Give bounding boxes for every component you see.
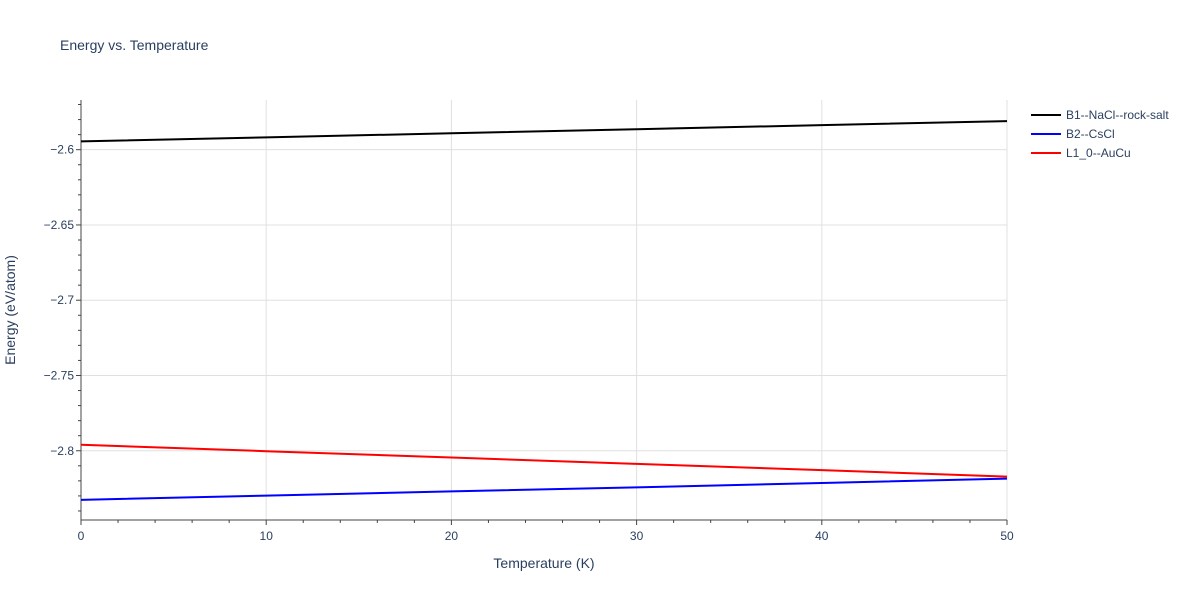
x-tick-label: 10 xyxy=(260,529,274,543)
x-tick-label: 40 xyxy=(815,529,829,543)
series-line-3 xyxy=(80,443,1008,478)
tick-labels: 0 10 20 30 40 50 −2.6 −2.65 −2.7 −2.75 −2.8 xyxy=(44,143,1014,543)
legend-label: B2--CsCl xyxy=(1066,127,1115,141)
y-tick-label: −2.75 xyxy=(44,368,75,382)
legend[interactable]: B1--NaCl--rock-salt B2--CsCl L1_0--AuCu xyxy=(1031,108,1169,160)
legend-item-2[interactable]: B2--CsCl xyxy=(1031,127,1115,141)
series-line-2 xyxy=(80,477,1008,501)
y-axis-title: Energy (eV/atom) xyxy=(2,255,18,365)
legend-item-3[interactable]: L1_0--AuCu xyxy=(1031,146,1131,160)
y-tick-label: −2.65 xyxy=(44,218,75,232)
x-tick-label: 0 xyxy=(78,529,85,543)
legend-label: L1_0--AuCu xyxy=(1066,146,1131,160)
x-tick-label: 30 xyxy=(630,529,644,543)
y-tick-label: −2.6 xyxy=(50,143,74,157)
y-tick-label: −2.7 xyxy=(50,293,74,307)
grid xyxy=(81,100,1008,520)
x-tick-label: 50 xyxy=(1000,529,1014,543)
y-tick-label: −2.8 xyxy=(50,444,74,458)
legend-label: B1--NaCl--rock-salt xyxy=(1066,108,1169,122)
chart-title: Energy vs. Temperature xyxy=(60,37,209,53)
x-tick-label: 20 xyxy=(445,529,459,543)
axes xyxy=(76,100,1008,525)
series-lines xyxy=(80,120,1008,501)
series-line-1 xyxy=(80,120,1008,143)
x-axis-title: Temperature (K) xyxy=(493,555,594,571)
legend-item-1[interactable]: B1--NaCl--rock-salt xyxy=(1031,108,1169,122)
